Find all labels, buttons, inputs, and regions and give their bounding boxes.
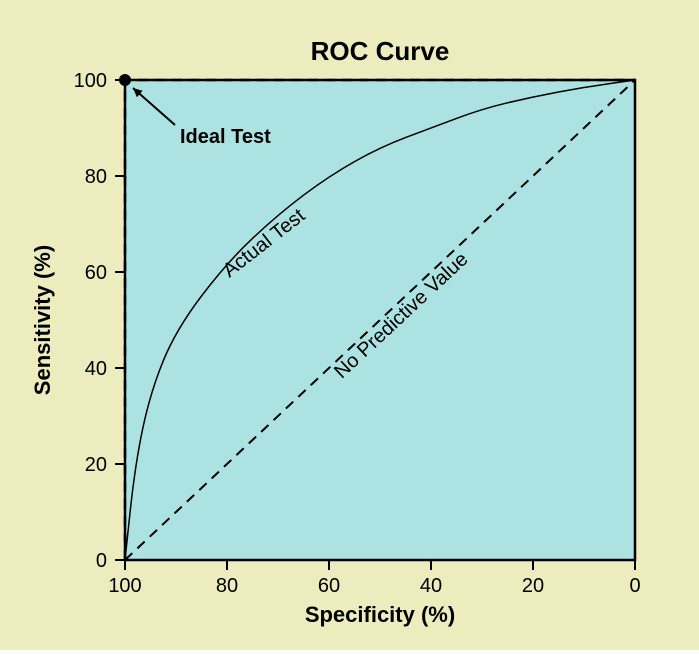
x-tick-label: 80: [216, 575, 238, 597]
y-tick-label: 100: [74, 70, 107, 92]
y-tick-label: 80: [85, 166, 107, 188]
x-tick-label: 60: [318, 575, 340, 597]
x-axis-label: Specificity (%): [305, 602, 455, 627]
roc-chart: 100 80 60 40 20 0 0 20 40 60 80 100 ROC Curve Specifi…: [0, 0, 699, 655]
page-root: 100 80 60 40 20 0 0 20 40 60 80 100 ROC Curve Specifi…: [0, 0, 699, 650]
x-tick-label: 20: [522, 575, 544, 597]
ideal-test-label: Ideal Test: [180, 126, 271, 148]
y-tick-label: 40: [85, 358, 107, 380]
y-tick-label: 20: [85, 454, 107, 476]
y-tick-label: 60: [85, 262, 107, 284]
x-tick-label: 40: [420, 575, 442, 597]
y-axis-label: Sensitivity (%): [30, 245, 55, 395]
x-tick-label: 0: [629, 575, 640, 597]
x-tick-label: 100: [108, 575, 141, 597]
roc-svg: 100 80 60 40 20 0 0 20 40 60 80 100 ROC Curve Specifi…: [0, 0, 699, 650]
chart-title: ROC Curve: [311, 36, 450, 66]
y-tick-label: 0: [96, 550, 107, 572]
